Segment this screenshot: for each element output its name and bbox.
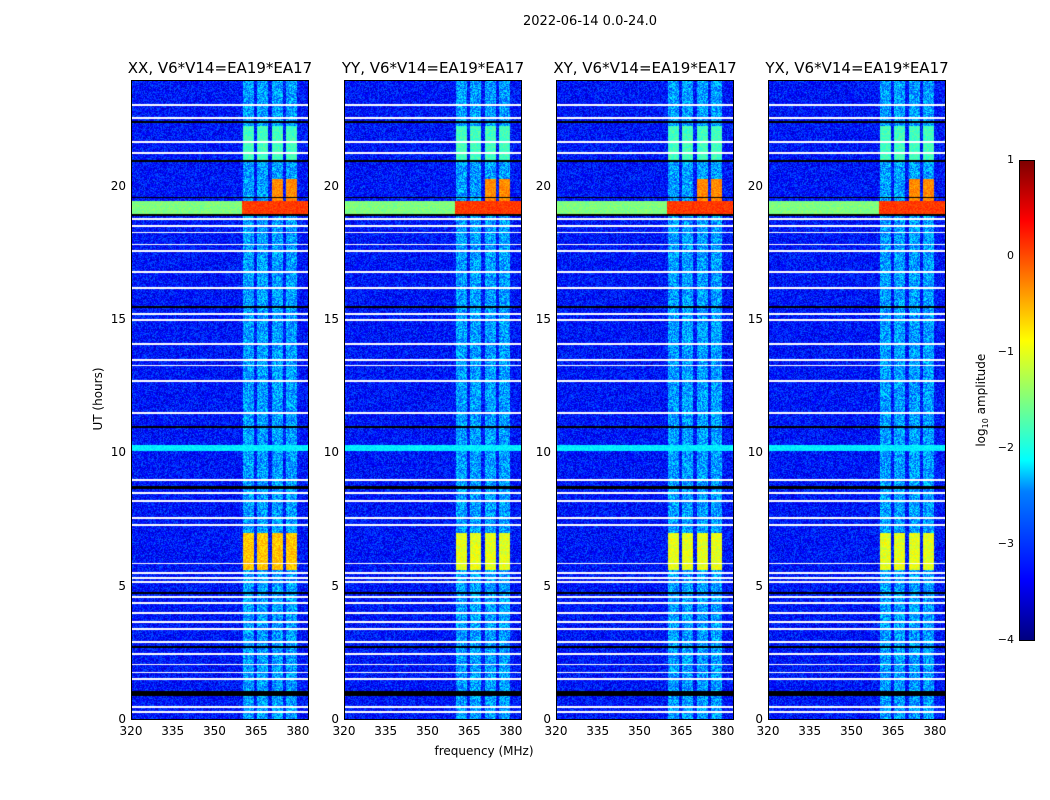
x-tick-label: 365 (244, 724, 268, 738)
y-tick-label: 15 (323, 312, 339, 326)
x-tick-label: 380 (923, 724, 947, 738)
y-tick-label: 5 (755, 578, 763, 593)
colorbar-tick-label: 1 (1007, 153, 1014, 166)
y-tick-label: 5 (118, 578, 126, 593)
colorbar-tick-label: −4 (997, 633, 1014, 646)
y-tick-label: 10 (747, 445, 763, 460)
waterfall-panel-2 (556, 80, 734, 720)
colorbar-tick-label: 0 (1007, 249, 1014, 262)
colorbar-tick-label: −2 (997, 441, 1014, 454)
x-tick-label: 320 (119, 724, 143, 738)
x-tick-label: 350 (202, 724, 226, 738)
x-tick-label: 380 (711, 724, 735, 738)
y-tick-label: 15 (535, 312, 551, 326)
y-tick-label: 15 (110, 312, 126, 326)
waterfall-panel-1 (344, 80, 522, 720)
x-tick-label: 320 (544, 724, 568, 738)
panel-title: XY, V6*V14=EA19*EA17 (553, 59, 737, 77)
colorbar (1019, 160, 1035, 641)
x-tick-label: 335 (374, 724, 398, 738)
heatmap-image (557, 81, 733, 719)
x-tick-label: 350 (415, 724, 439, 738)
y-tick-label: 20 (747, 178, 763, 193)
y-axis-label: UT (hours) (91, 367, 105, 431)
x-tick-label: 335 (586, 724, 610, 738)
y-tick-label: 0 (543, 712, 551, 726)
y-tick-label: 0 (755, 712, 763, 726)
x-tick-label: 350 (627, 724, 651, 738)
y-tick-label: 0 (118, 712, 126, 726)
figure-title: 2022-06-14 0.0-24.0 (523, 14, 657, 29)
x-tick-label: 320 (332, 724, 356, 738)
y-tick-label: 10 (323, 445, 339, 460)
colorbar-tick-label: −1 (997, 345, 1014, 358)
panel-title: YX, V6*V14=EA19*EA17 (765, 59, 949, 77)
y-tick-label: 15 (747, 312, 763, 326)
heatmap-image (345, 81, 521, 719)
y-tick-label: 20 (323, 178, 339, 193)
panel-title: XX, V6*V14=EA19*EA17 (127, 59, 313, 77)
y-tick-label: 20 (535, 178, 551, 193)
x-tick-label: 365 (881, 724, 905, 738)
waterfall-panel-3 (768, 80, 946, 720)
y-tick-label: 10 (110, 445, 126, 460)
y-tick-label: 0 (331, 712, 339, 726)
x-axis-label: frequency (MHz) (434, 744, 534, 758)
colorbar-label: log10 amplitude (973, 353, 991, 447)
x-tick-label: 365 (457, 724, 481, 738)
colorbar-tick-label: −3 (997, 537, 1014, 550)
waterfall-panel-0 (131, 80, 309, 720)
x-tick-label: 380 (286, 724, 310, 738)
y-tick-label: 10 (535, 445, 551, 460)
y-tick-label: 5 (543, 578, 551, 593)
x-tick-label: 335 (161, 724, 185, 738)
x-tick-label: 350 (839, 724, 863, 738)
heatmap-image (769, 81, 945, 719)
panel-title: YY, V6*V14=EA19*EA17 (341, 59, 525, 77)
y-tick-label: 20 (110, 178, 126, 193)
x-tick-label: 365 (669, 724, 693, 738)
x-tick-label: 335 (798, 724, 822, 738)
y-tick-label: 5 (331, 578, 339, 593)
x-tick-label: 380 (499, 724, 523, 738)
heatmap-image (132, 81, 308, 719)
x-tick-label: 320 (756, 724, 780, 738)
